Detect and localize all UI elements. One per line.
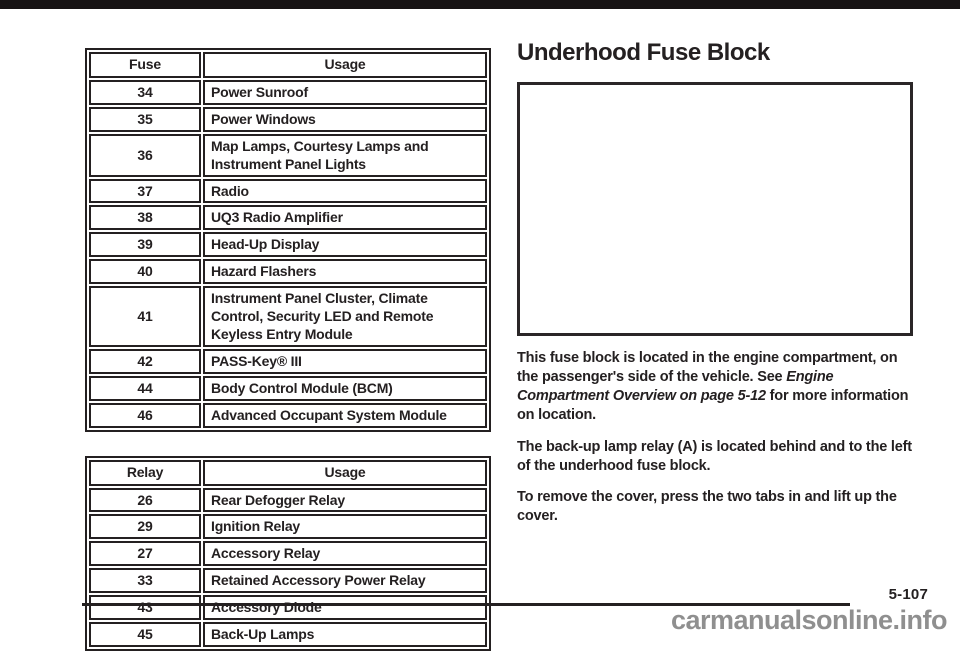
table-row: 40 Hazard Flashers: [89, 259, 487, 285]
paragraph-backup-relay: The back-up lamp relay (A) is located be…: [517, 438, 912, 474]
table-row: 36 Map Lamps, Courtesy Lamps and Instrume…: [89, 133, 487, 177]
cross-reference-italic: Engine Compartment Overview on page 5-12: [517, 369, 834, 405]
number-cell: 42: [89, 348, 201, 374]
usage-cell: Power Windows: [203, 106, 487, 132]
number-cell: 41: [89, 286, 201, 347]
number-cell: 40: [89, 259, 201, 285]
number-cell: 26: [89, 487, 201, 513]
usage-column-header: Usage: [203, 459, 487, 486]
usage-cell: Accessory Diode: [203, 595, 487, 621]
scan-top-edge: [0, 0, 960, 9]
table-row: 37 Radio: [89, 178, 487, 204]
number-cell: 45: [89, 622, 201, 647]
table-row: 42 PASS-Key® III: [89, 348, 487, 374]
right-column: Underhood Fuse Block This fuse block is …: [517, 39, 915, 526]
number-cell: 44: [89, 375, 201, 401]
number-cell: 46: [89, 402, 201, 428]
usage-cell: Accessory Relay: [203, 541, 487, 567]
table-row: 34 Power Sunroof: [89, 79, 487, 105]
table-row: 44 Body Control Module (BCM): [89, 375, 487, 401]
table-row: 39 Head-Up Display: [89, 232, 487, 258]
number-cell: 39: [89, 232, 201, 258]
table-row: 46 Advanced Occupant System Module: [89, 402, 487, 428]
table-row: 43 Accessory Diode: [89, 595, 487, 621]
number-cell: 43: [89, 595, 201, 621]
usage-cell: Power Sunroof: [203, 79, 487, 105]
table-header-row: Fuse Usage: [89, 52, 487, 78]
number-cell: 37: [89, 178, 201, 204]
usage-cell: Radio: [203, 178, 487, 204]
fuse-column-header: Fuse: [89, 52, 201, 78]
number-cell: 36: [89, 133, 201, 177]
fuse-block-figure-placeholder: [517, 82, 913, 337]
fuse-usage-table: Fuse Usage 34 Power Sunroof 35 Power Window…: [85, 48, 491, 432]
table-row: 45 Back-Up Lamps: [89, 622, 487, 647]
number-cell: 34: [89, 79, 201, 105]
relay-column-header: Relay: [89, 459, 201, 486]
watermark: carmanualsonline.info: [670, 605, 948, 635]
usage-cell: Retained Accessory Power Relay: [203, 568, 487, 594]
table-row: 41 Instrument Panel Cluster, Climate Cont…: [89, 286, 487, 347]
table-row: 29 Ignition Relay: [89, 514, 487, 540]
number-cell: 27: [89, 541, 201, 567]
table-row: 35 Power Windows: [89, 106, 487, 132]
table-row: 33 Retained Accessory Power Relay: [89, 568, 487, 594]
usage-cell: Instrument Panel Cluster, Climate Contro…: [203, 286, 487, 347]
usage-cell: Hazard Flashers: [203, 259, 487, 285]
usage-cell: Map Lamps, Courtesy Lamps and Instrument…: [203, 133, 487, 177]
paragraph-location: This fuse block is located in the engine…: [517, 349, 915, 424]
table-row: 27 Accessory Relay: [89, 541, 487, 567]
paragraph-location-text-end: for more information on location.: [517, 388, 909, 423]
table-row: 38 UQ3 Radio Amplifier: [89, 205, 487, 231]
usage-cell: PASS-Key® III: [203, 348, 487, 374]
paragraph-location-text: This fuse block is located in the engine…: [517, 350, 898, 386]
paragraph-remove-cover: To remove the cover, press the two tabs …: [517, 489, 897, 525]
usage-cell: Head-Up Display: [203, 232, 487, 258]
usage-cell: Body Control Module (BCM): [203, 375, 487, 401]
usage-cell: UQ3 Radio Amplifier: [203, 205, 487, 231]
number-cell: 38: [89, 205, 201, 231]
usage-cell: Advanced Occupant System Module: [203, 402, 487, 428]
usage-cell: Rear Defogger Relay: [203, 487, 487, 513]
page-number: 5-107: [888, 586, 928, 603]
left-column: Fuse Usage 34 Power Sunroof 35 Power Window…: [85, 48, 491, 651]
relay-usage-table: Relay Usage 26 Rear Defogger Relay 29 Ignit…: [85, 455, 491, 651]
number-cell: 35: [89, 106, 201, 132]
usage-column-header: Usage: [203, 52, 487, 78]
table-header-row: Relay Usage: [89, 459, 487, 486]
footer-divider: [82, 603, 850, 606]
usage-cell: Back-Up Lamps: [203, 622, 487, 647]
table-row: 26 Rear Defogger Relay: [89, 487, 487, 513]
page-title: Underhood Fuse Block: [517, 39, 770, 66]
number-cell: 29: [89, 514, 201, 540]
number-cell: 33: [89, 568, 201, 594]
usage-cell: Ignition Relay: [203, 514, 487, 540]
